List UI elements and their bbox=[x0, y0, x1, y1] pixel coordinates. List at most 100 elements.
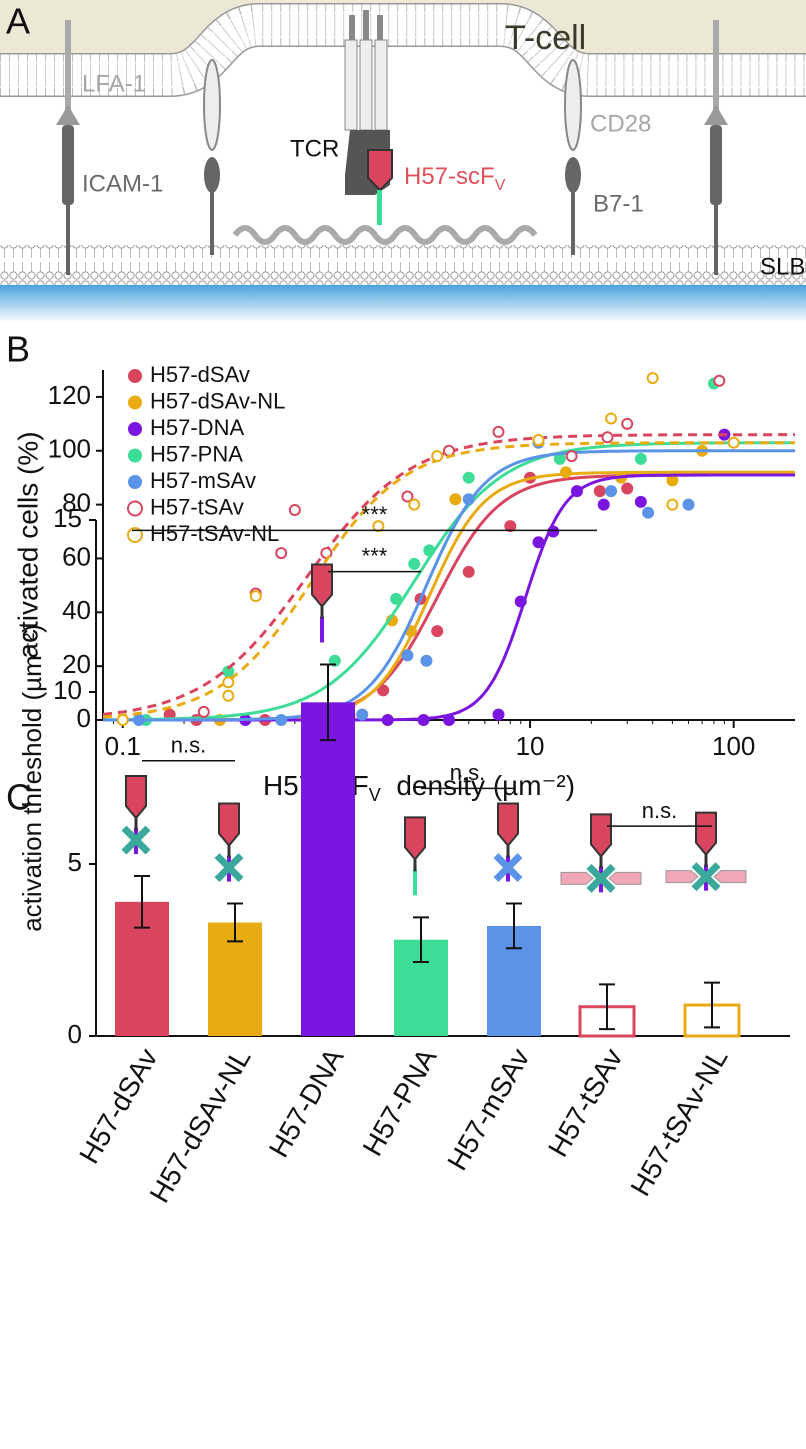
data-point bbox=[462, 471, 475, 484]
y-tick-label: 40 bbox=[62, 595, 91, 625]
error-bar bbox=[704, 981, 720, 1029]
significance-label: *** bbox=[362, 543, 388, 568]
label: H57-scFV bbox=[404, 163, 506, 194]
data-point bbox=[634, 452, 647, 465]
bar bbox=[683, 1003, 741, 1038]
icon-flag bbox=[497, 802, 519, 848]
legend-marker bbox=[128, 422, 142, 436]
icon-flag bbox=[125, 775, 147, 820]
y-tick-label: 5 bbox=[68, 847, 82, 877]
y-tick-label: 100 bbox=[48, 434, 91, 464]
data-point bbox=[682, 498, 695, 511]
legend-label: H57-tSAv bbox=[150, 494, 244, 519]
x-tick-label: H57-PNA bbox=[357, 1043, 443, 1161]
icon-flag bbox=[590, 813, 612, 858]
label: H57-scF bbox=[404, 163, 495, 190]
b7-1 bbox=[204, 157, 220, 193]
y-tick-label: 10 bbox=[53, 675, 82, 705]
construct-icon bbox=[665, 811, 747, 892]
data-point bbox=[601, 431, 614, 444]
construct-icon bbox=[493, 802, 523, 883]
data-point bbox=[504, 520, 517, 533]
data-point bbox=[249, 590, 262, 603]
y-tick-label: 0 bbox=[68, 1019, 82, 1049]
fit-curve bbox=[103, 449, 795, 722]
cd28 bbox=[203, 59, 221, 151]
error-bar bbox=[506, 902, 522, 950]
data-point bbox=[423, 544, 436, 557]
legend-label: H57-tSAv-NL bbox=[150, 521, 279, 546]
y-tick-label: 15 bbox=[53, 503, 82, 533]
data-point bbox=[197, 705, 210, 718]
icam-1 bbox=[62, 125, 74, 205]
construct-icon bbox=[311, 563, 333, 643]
data-point bbox=[553, 452, 566, 465]
data-point bbox=[356, 708, 369, 721]
data-point bbox=[462, 493, 475, 506]
panel-label: B bbox=[6, 329, 30, 370]
data-point bbox=[462, 565, 475, 578]
legend-marker bbox=[128, 369, 142, 383]
data-point bbox=[532, 536, 545, 549]
construct-icon bbox=[121, 775, 151, 855]
data-point bbox=[222, 676, 235, 689]
y-tick-label: 20 bbox=[62, 649, 91, 679]
legend-label: H57-PNA bbox=[150, 441, 243, 466]
icon-stem bbox=[506, 845, 510, 858]
data-point bbox=[408, 557, 421, 570]
legend-label: H57-dSAv bbox=[150, 362, 250, 387]
icon-stem bbox=[413, 859, 417, 872]
subscript: V bbox=[495, 177, 506, 194]
data-point bbox=[570, 485, 583, 498]
error-bar bbox=[413, 916, 429, 964]
data-point bbox=[559, 466, 572, 479]
data-point bbox=[634, 495, 647, 508]
data-point bbox=[275, 714, 288, 726]
fit-curve bbox=[102, 433, 795, 716]
data-point bbox=[621, 417, 634, 430]
icon-stem bbox=[413, 869, 417, 896]
data-point bbox=[514, 595, 527, 608]
legend-marker bbox=[127, 527, 143, 543]
slb-membrane bbox=[0, 245, 806, 285]
error-bar bbox=[599, 983, 615, 1031]
label: LFA-1 bbox=[82, 70, 146, 97]
x-tick-label: 100 bbox=[712, 731, 755, 761]
data-point bbox=[727, 436, 740, 449]
glass-support bbox=[0, 285, 806, 323]
icon-streptavidin bbox=[493, 853, 523, 883]
data-point bbox=[547, 525, 560, 538]
icon-linker bbox=[560, 871, 642, 885]
construct-icon bbox=[560, 813, 642, 893]
error-bar bbox=[134, 875, 150, 929]
x-tick-label: 0.1 bbox=[105, 731, 141, 761]
x-tick-label: H57-tSAv bbox=[542, 1043, 629, 1162]
data-point bbox=[431, 625, 444, 638]
fit-curve bbox=[102, 441, 795, 722]
y-tick-label: 120 bbox=[48, 380, 91, 410]
icon-streptavidin bbox=[214, 853, 244, 883]
y-axis-label: activated cells (%) bbox=[12, 431, 43, 658]
data-point bbox=[288, 504, 301, 516]
label: TCR bbox=[290, 135, 339, 162]
data-point bbox=[417, 714, 430, 726]
icon-stem bbox=[134, 818, 138, 831]
data-point bbox=[377, 684, 390, 697]
y-tick-label: 80 bbox=[62, 487, 91, 517]
data-point bbox=[222, 665, 235, 678]
data-point bbox=[646, 372, 659, 385]
legend-marker bbox=[127, 500, 143, 517]
legend-marker bbox=[128, 475, 142, 489]
data-point bbox=[605, 412, 618, 425]
data-point bbox=[532, 434, 545, 446]
data-point bbox=[666, 474, 679, 487]
x-tick-label: H57-dSAv bbox=[73, 1043, 163, 1169]
icon-streptavidin bbox=[691, 862, 721, 892]
x-tick-label: H57-mSAv bbox=[441, 1043, 535, 1175]
data-point bbox=[593, 485, 606, 498]
legend-marker bbox=[128, 448, 142, 463]
legend-label: H57-dSAv-NL bbox=[150, 388, 285, 413]
subscript: V bbox=[369, 785, 381, 805]
data-point bbox=[666, 498, 679, 511]
